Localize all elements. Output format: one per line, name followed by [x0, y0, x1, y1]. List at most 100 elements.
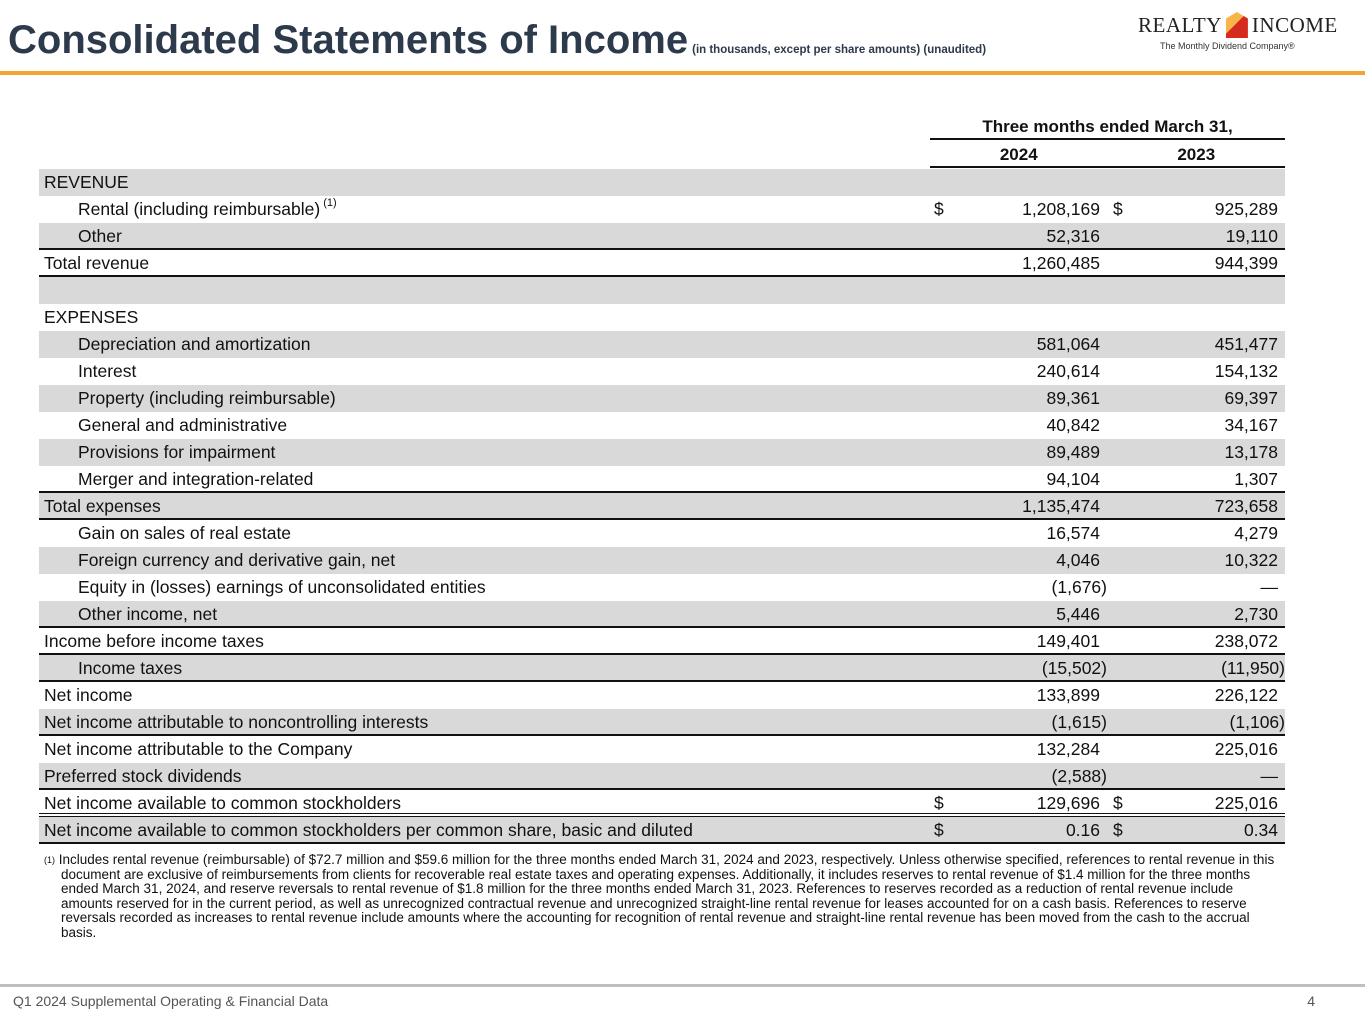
row-label: General and administrative: [78, 412, 287, 439]
row-label: Net income available to common stockhold…: [44, 817, 693, 844]
row-label: Total revenue: [44, 250, 149, 277]
logo-text-right: INCOME: [1251, 12, 1338, 37]
value-2024: 129,696: [1036, 793, 1100, 813]
row-label: Total expenses: [44, 493, 161, 520]
year-2024: 2024: [999, 145, 1038, 164]
row-label-text: Income before income taxes: [44, 631, 264, 651]
value-2023: 4,279: [1234, 523, 1278, 543]
year-2023: 2023: [1177, 145, 1216, 164]
value-2023: 226,122: [1214, 685, 1278, 705]
value-2024: 94,104: [1046, 469, 1100, 489]
value-2024: 1,260,485: [1022, 253, 1100, 273]
table-row: Other 52,316 19,110: [39, 223, 1285, 250]
row-label: Net income: [44, 682, 133, 709]
value-2023: 13,178: [1224, 442, 1278, 462]
value-2023: 19,110: [1225, 226, 1278, 246]
value-2024: 133,899: [1036, 685, 1100, 705]
currency-2024: $: [934, 820, 944, 840]
table-row: Equity in (losses) earnings of unconsoli…: [39, 574, 1285, 601]
row-label-text: REVENUE: [44, 172, 129, 192]
table-row: Provisions for impairment 89,489 13,178: [39, 439, 1285, 466]
value-2023: 925,289: [1214, 199, 1278, 219]
table-row: Property (including reimbursable) 89,361 6…: [39, 385, 1285, 412]
row-label: Interest: [78, 358, 136, 385]
value-2023: 10,322: [1224, 550, 1278, 570]
row-label: Property (including reimbursable): [78, 385, 336, 412]
table-row: Merger and integration-related 94,104 1,30…: [39, 466, 1285, 493]
table-row: Interest 240,614 154,132: [39, 358, 1285, 385]
row-label: Rental (including reimbursable) (1): [78, 196, 337, 223]
row-label-text: Preferred stock dividends: [44, 766, 242, 786]
row-label-text: Interest: [78, 361, 137, 381]
footnote-ref: (1): [323, 197, 337, 209]
row-label-text: Net income available to common stockhold…: [44, 793, 401, 813]
table-row: Total expenses 1,135,474 723,658: [39, 493, 1285, 520]
value-2024: 40,842: [1046, 415, 1100, 435]
row-label-text: Gain on sales of real estate: [78, 523, 292, 543]
row-label-text: Provisions for impairment: [78, 442, 276, 462]
row-label: Net income available to common stockhold…: [44, 790, 401, 817]
table-row: Other income, net 5,446 2,730: [39, 601, 1285, 628]
title-text: Consolidated Statements of Income: [8, 18, 689, 62]
table-row: Income taxes (15,502) (11,950): [39, 655, 1285, 682]
row-label-text: Other: [78, 226, 122, 246]
table-row: Net income attributable to noncontrollin…: [39, 709, 1285, 736]
footer-divider: [0, 984, 1365, 987]
row-label: Net income attributable to the Company: [44, 736, 352, 763]
row-label-text: Other income, net: [78, 604, 218, 624]
row-label: Other: [78, 223, 122, 250]
footnote-text: Includes rental revenue (reimbursable) o…: [58, 852, 1275, 940]
row-label-text: Net income: [44, 685, 133, 705]
value-2024: 0.16: [1065, 820, 1100, 840]
value-2023: 225,016: [1214, 739, 1278, 759]
row-label-text: Total expenses: [44, 496, 161, 516]
value-2023: 723,658: [1214, 496, 1278, 516]
value-2023: 34,167: [1224, 415, 1278, 435]
value-2024: 132,284: [1036, 739, 1100, 759]
logo-tagline: The Monthly Dividend Company®: [1160, 41, 1295, 51]
row-label-text: Merger and integration-related: [78, 469, 314, 489]
value-2023: 154,132: [1214, 361, 1278, 381]
table-row: Net income attributable to the Company 13…: [39, 736, 1285, 763]
house-icon: [1225, 12, 1248, 38]
value-2023: 2,730: [1234, 604, 1278, 624]
value-2023: 1,307: [1234, 469, 1278, 489]
value-2024: 240,614: [1036, 361, 1100, 381]
page-number: 4: [1307, 993, 1315, 1009]
table-row: Depreciation and amortization 581,064 451,…: [39, 331, 1285, 358]
row-label: Other income, net: [78, 601, 217, 628]
value-2023: 944,399: [1214, 253, 1278, 273]
value-2023: 69,397: [1224, 388, 1278, 408]
table-row: General and administrative 40,842 34,167: [39, 412, 1285, 439]
value-2024: 1,208,169: [1022, 199, 1100, 219]
value-2024: (2,588): [1051, 766, 1107, 786]
row-label: Gain on sales of real estate: [78, 520, 291, 547]
value-2024: 149,401: [1036, 631, 1100, 651]
row-label-text: Property (including reimbursable): [78, 388, 336, 408]
footnote-marker: (1): [44, 855, 55, 865]
row-label-text: Foreign currency and derivative gain, ne…: [78, 550, 396, 570]
value-2024: 1,135,474: [1022, 496, 1100, 516]
value-2023: (1,106): [1229, 712, 1285, 732]
row-label-text: Net income attributable to the Company: [44, 739, 353, 759]
currency-2024: $: [934, 199, 944, 219]
table-row: EXPENSES: [39, 304, 1285, 331]
table-row: Rental (including reimbursable) (1) $ $1,20…: [39, 196, 1285, 223]
row-label-text: Rental (including reimbursable): [78, 199, 321, 219]
table-row: Income before income taxes 149,401 238,072: [39, 628, 1285, 655]
period-header: Three months ended March 31,: [930, 117, 1285, 140]
row-label: Provisions for impairment: [78, 439, 275, 466]
value-2024: (15,502): [1041, 658, 1107, 678]
value-2023: 238,072: [1214, 631, 1278, 651]
header-divider: [0, 71, 1365, 75]
row-label-text: Depreciation and amortization: [78, 334, 311, 354]
row-label-text: Equity in (losses) earnings of unconsoli…: [78, 577, 486, 597]
value-2024: 52,316: [1046, 226, 1100, 246]
row-label-text: Income taxes: [78, 658, 183, 678]
table-row: Net income available to common stockhold…: [39, 817, 1285, 844]
table-row: Net income 133,899 226,122: [39, 682, 1285, 709]
value-2024: (1,676): [1051, 577, 1107, 597]
page-title: Consolidated Statements of Income (in tho…: [8, 18, 986, 63]
company-logo: REALTY INCOME The Monthly Dividend Compan…: [1138, 12, 1338, 62]
value-2024: 89,489: [1046, 442, 1100, 462]
